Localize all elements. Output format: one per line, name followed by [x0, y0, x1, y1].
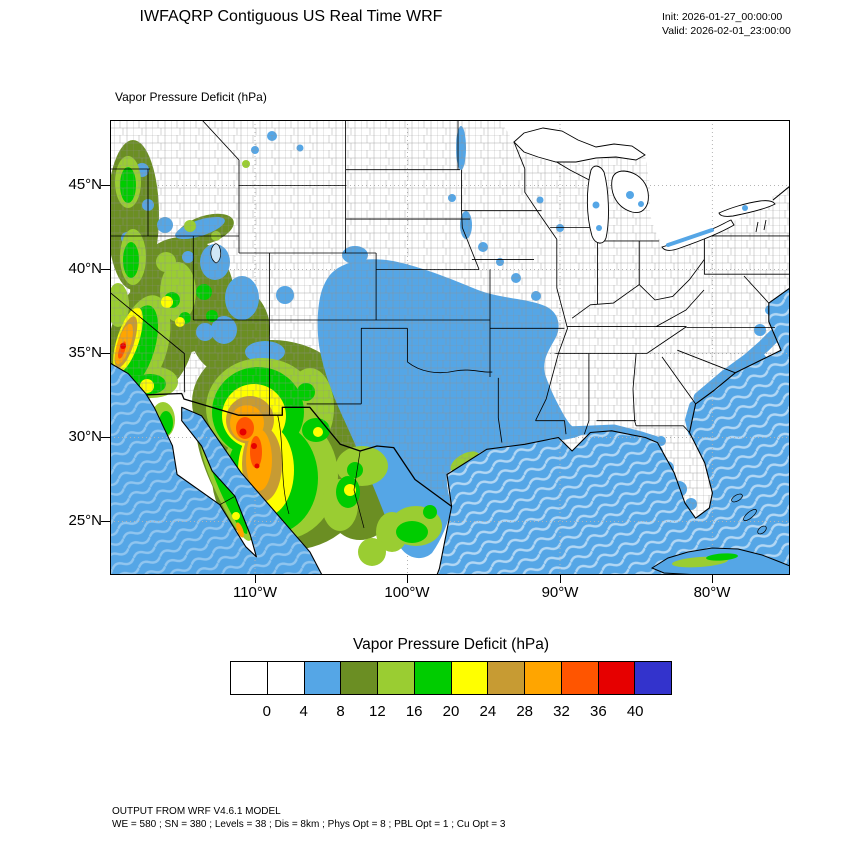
colorbar-segment — [340, 661, 378, 695]
lat-tick-label: 45°N — [68, 176, 102, 193]
colorbar-title: Vapor Pressure Deficit (hPa) — [352, 636, 550, 653]
axis-tick — [101, 269, 110, 270]
colorbar-segment — [413, 661, 452, 695]
us-state-borders — [110, 120, 790, 443]
colorbar-tick-label: 24 — [479, 703, 497, 720]
colorbar-segment — [303, 661, 342, 695]
axis-tick — [101, 185, 110, 186]
colorbar-tick-label: 4 — [299, 703, 308, 720]
colorbar-tick-label: 20 — [442, 703, 460, 720]
lon-tick-label: 100°W — [384, 584, 430, 601]
colorbar-tick-label: 40 — [626, 703, 644, 720]
coastlines — [110, 185, 790, 575]
footer-config-line: WE = 580 ; SN = 380 ; Levels = 38 ; Dis … — [112, 819, 506, 830]
colorbar-tick-label: 0 — [262, 703, 271, 720]
colorbar-segment — [560, 661, 599, 695]
lat-tick-label: 30°N — [68, 428, 102, 445]
axis-tick — [560, 575, 561, 583]
bahamas — [731, 493, 767, 535]
axis-tick — [101, 437, 110, 438]
axis-tick — [712, 575, 713, 583]
colorbar-tick-label: 16 — [405, 703, 423, 720]
colorbar-swatches — [230, 661, 672, 695]
colorbar-segment — [266, 661, 305, 695]
init-time: Init: 2026-01-27_00:00:00 — [662, 11, 783, 23]
colorbar-segment — [450, 661, 489, 695]
colorbar-tick-label: 28 — [516, 703, 533, 720]
colorbar-tick-label: 8 — [336, 703, 345, 720]
colorbar-segment — [634, 661, 672, 695]
colorbar-tick-label: 12 — [368, 703, 386, 720]
mexico-state-borders — [219, 415, 365, 529]
lat-tick-label: 25°N — [68, 512, 102, 529]
axis-tick — [407, 575, 408, 583]
lake-water-specks — [592, 191, 748, 247]
colorbar-tick-label: 36 — [589, 703, 607, 720]
axis-tick — [101, 521, 110, 522]
colorbar-segment — [524, 661, 562, 695]
colorbar-segment — [377, 661, 415, 695]
plot-title: IWFAQRP Contiguous US Real Time WRF — [139, 8, 443, 25]
lat-tick-label: 40°N — [68, 260, 102, 277]
colorbar-labels: 0 4 8 12 16 20 24 28 32 36 40 — [230, 703, 672, 723]
colorbar-segment — [597, 661, 636, 695]
lon-tick-label: 80°W — [693, 584, 731, 601]
field-label: Vapor Pressure Deficit (hPa) — [115, 90, 267, 104]
footer-model-line: OUTPUT FROM WRF V4.6.1 MODEL — [112, 806, 281, 817]
map-canvas — [110, 120, 790, 575]
map-frame — [110, 120, 790, 575]
axis-tick — [101, 353, 110, 354]
valid-time: Valid: 2026-02-01_23:00:00 — [662, 24, 791, 37]
lat-tick-label: 35°N — [68, 344, 102, 361]
lon-tick-label: 110°W — [232, 584, 278, 601]
axis-tick — [255, 575, 256, 583]
colorbar-segment — [487, 661, 525, 695]
lon-tick-label: 90°W — [541, 584, 579, 601]
colorbar-tick-label: 32 — [553, 703, 570, 720]
run-info: Init: 2026-01-27_00:00:00 Valid: 2026-02… — [662, 11, 791, 38]
colorbar-segment — [230, 661, 268, 695]
us-mexico-border — [146, 392, 452, 507]
